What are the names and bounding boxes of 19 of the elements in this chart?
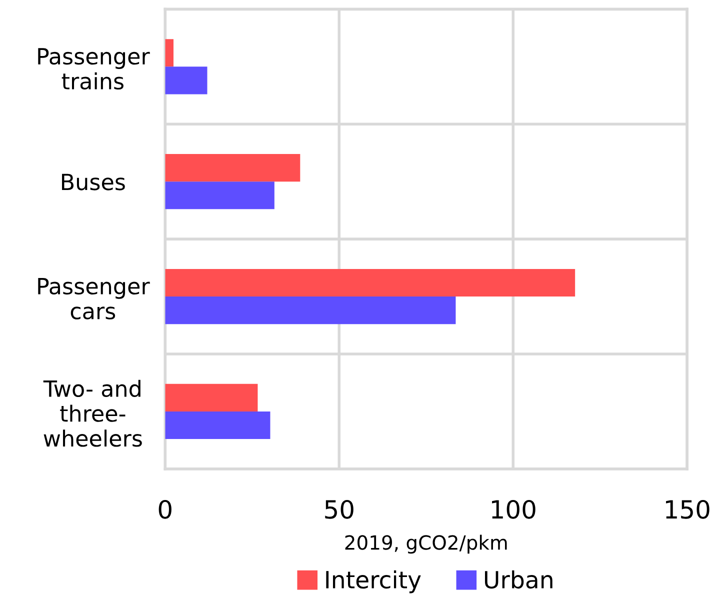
- y-tick-label: Two- and three- wheelers: [43, 380, 142, 447]
- legend-label: Urban: [484, 570, 552, 589]
- x-tick-label: 50: [325, 500, 354, 519]
- legend-label: Intercity: [326, 570, 421, 594]
- bar: [165, 182, 274, 210]
- x-axis-title: 2019, gCO2/pkm: [345, 534, 507, 554]
- bar: [165, 411, 270, 440]
- bar: [165, 296, 456, 324]
- x-tick-label: 0: [158, 500, 172, 519]
- y-tick-label: Buses: [62, 174, 125, 190]
- bar: [165, 268, 576, 297]
- bar: [165, 66, 208, 94]
- bar: [165, 39, 174, 67]
- x-tick-label: 150: [666, 500, 710, 519]
- y-tick-label: Passenger trains: [38, 48, 150, 90]
- y-tick-label: Passenger cars: [38, 278, 150, 320]
- bar: [165, 384, 258, 412]
- x-tick-label: 100: [492, 500, 536, 519]
- bar: [165, 154, 300, 182]
